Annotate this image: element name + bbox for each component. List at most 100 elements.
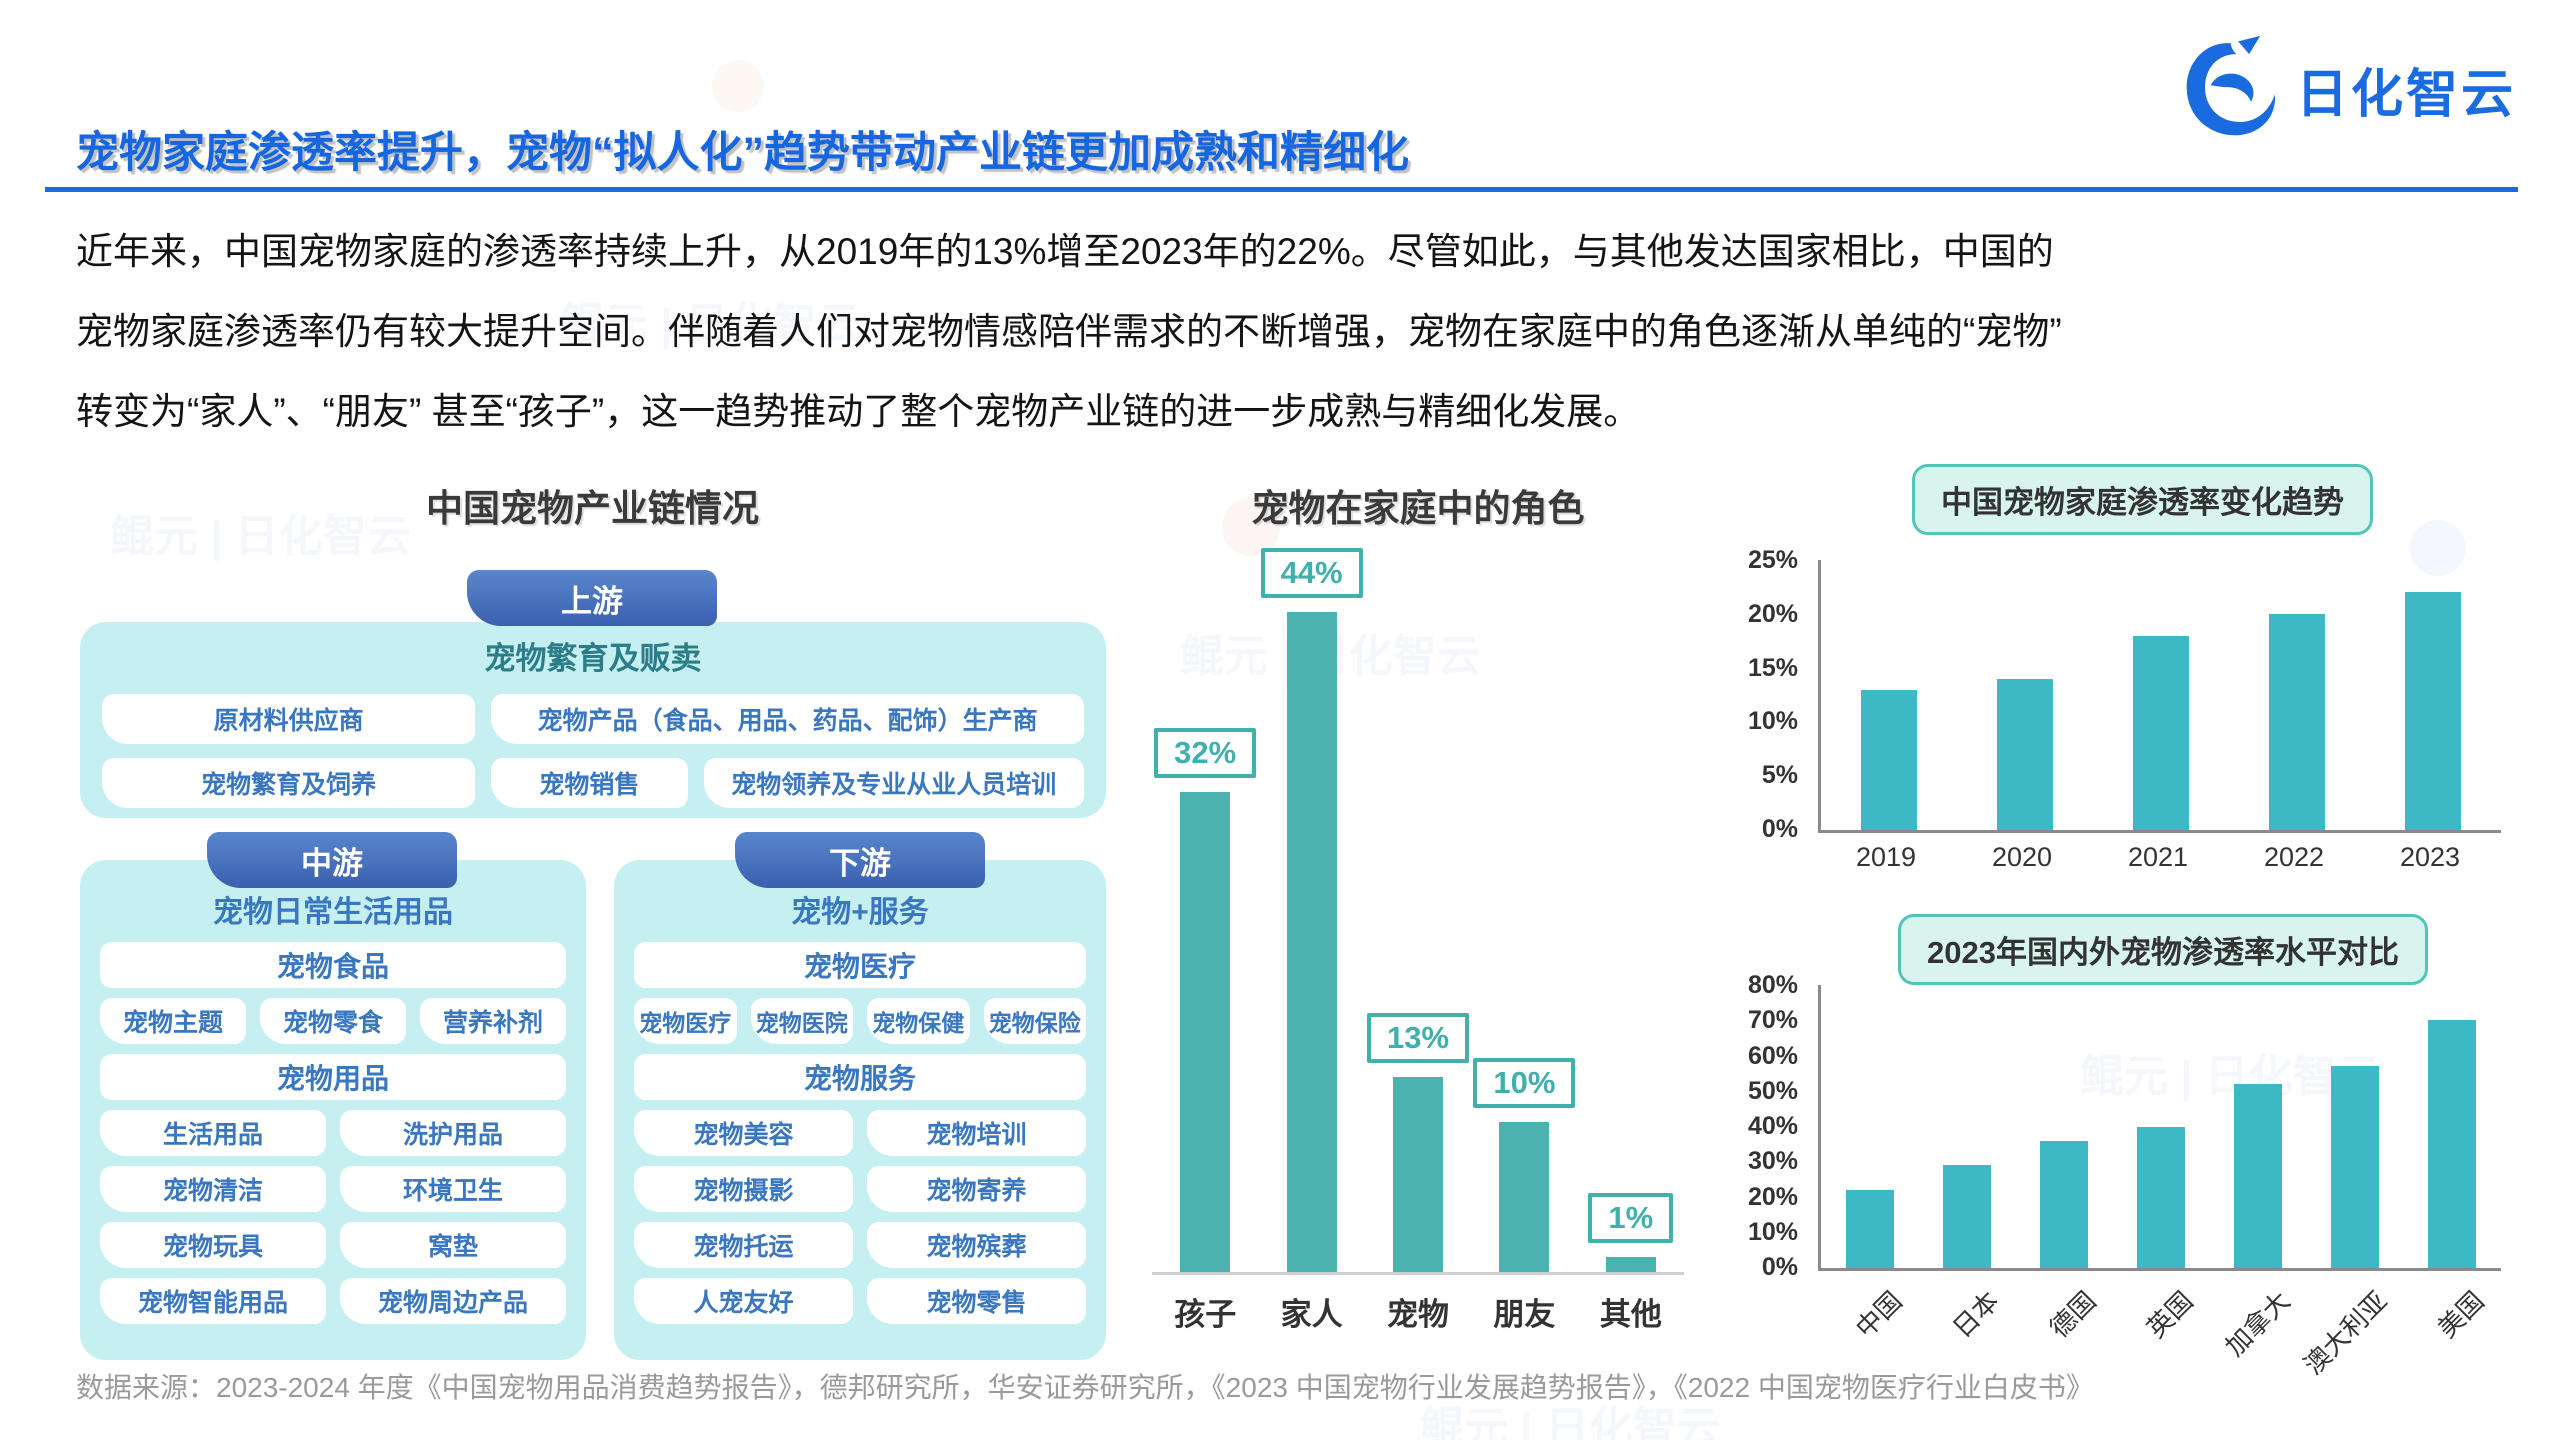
watermark-ball (2410, 520, 2466, 576)
bar (1286, 612, 1337, 1272)
category-label: 孩子 (1174, 1297, 1237, 1332)
category-label: 2020 (1991, 842, 2053, 872)
chain-pill: 宠物产品（食品、用品、药品、配饰）生产商 (491, 694, 1084, 744)
midstream-row: 宠物玩具 窝垫 (100, 1222, 566, 1268)
bar-slot: 1% (1578, 1193, 1684, 1272)
bar-slot: 44% (1258, 548, 1364, 1272)
bar (1861, 689, 1917, 830)
chain-pill: 宠物领养及专业从业人员培训 (703, 758, 1084, 808)
category-label: 2019 (1855, 842, 1917, 872)
chain-pill: 宠物医疗 (634, 998, 737, 1044)
chain-category-bar: 宠物食品 (100, 942, 566, 988)
trend-chart-categories: 2019 2020 2021 2022 2023 (1818, 842, 2498, 873)
axis-tick-label: 20% (1747, 599, 1798, 628)
chain-pill: 生活用品 (100, 1110, 326, 1156)
bar (2039, 1140, 2088, 1268)
chain-category-bar: 宠物医疗 (634, 942, 1086, 988)
category-label: 宠物 (1387, 1297, 1450, 1332)
role-chart-plot: 32% 44% 13% 10% 1% (1152, 548, 1684, 1275)
role-chart-title: 宠物在家庭中的角色 (1251, 488, 1585, 529)
bar (2133, 635, 2189, 830)
bar (2234, 1084, 2283, 1268)
category-label: 英国 (2140, 1285, 2199, 1344)
axis-tick-label: 0% (1761, 1253, 1798, 1281)
chain-category-bar: 宠物服务 (634, 1054, 1086, 1100)
upstream-panel: 宠物繁育及贩卖 原材料供应商 宠物产品（食品、用品、药品、配饰）生产商 宠物繁育… (80, 622, 1106, 818)
chain-pill: 窝垫 (340, 1222, 566, 1268)
axis-tick-label: 0% (1761, 814, 1798, 843)
downstream-tab: 下游 (735, 832, 985, 888)
title-underline (45, 187, 2518, 192)
comparison-chart-categories: 中国 日本 德国 英国 加拿大 澳大利亚 美国 (1818, 1280, 2498, 1381)
chain-pill: 环境卫生 (340, 1166, 566, 1212)
bar (1997, 678, 2053, 830)
axis-tick-label: 30% (1747, 1147, 1798, 1176)
axis-tick-label: 25% (1747, 546, 1798, 574)
bar (2428, 1020, 2477, 1268)
category-label: 澳大利亚 (2298, 1285, 2394, 1381)
chain-pill: 宠物托运 (634, 1222, 853, 1268)
axis-tick-label: 70% (1747, 1006, 1798, 1035)
chain-pill: 宠物主题 (100, 998, 246, 1044)
chain-pill: 宠物美容 (634, 1110, 853, 1156)
bar (1605, 1257, 1656, 1272)
intro-line: 宠物家庭渗透率仍有较大提升空间。伴随着人们对宠物情感陪伴需求的不断增强，宠物在家… (76, 311, 2062, 352)
page-title: 宠物家庭渗透率提升，宠物“拟人化”趋势带动产业链更加成熟和精细化 (76, 129, 1409, 177)
category-slot: 英国 (2109, 1280, 2206, 1375)
category-label: 美国 (2432, 1285, 2491, 1344)
downstream-header: 宠物+服务 (791, 896, 929, 929)
chain-pill: 宠物殡葬 (867, 1222, 1086, 1268)
chain-pill: 宠物寄养 (867, 1166, 1086, 1212)
midstream-row: 宠物主题 宠物零食 营养补剂 (100, 998, 566, 1044)
upstream-tab: 上游 (467, 570, 717, 626)
midstream-panel: 宠物日常生活用品 宠物食品 宠物主题 宠物零食 营养补剂 宠物用品 生活用品 洗… (80, 860, 586, 1360)
chain-pill: 人宠友好 (634, 1278, 853, 1324)
category-slot: 加拿大 (2207, 1280, 2304, 1375)
bar (1180, 792, 1231, 1272)
bar (1393, 1077, 1444, 1272)
axis-tick-label: 15% (1747, 653, 1798, 682)
category-slot: 澳大利亚 (2298, 1280, 2401, 1381)
upstream-row: 原材料供应商 宠物产品（食品、用品、药品、配饰）生产商 (102, 694, 1084, 744)
downstream-row: 人宠友好 宠物零售 (634, 1278, 1086, 1324)
category-slot: 美国 (2401, 1280, 2498, 1375)
data-label: 32% (1154, 728, 1257, 778)
intro-line: 转变为“家人”、“朋友” 甚至“孩子”，这一趋势推动了整个宠物产业链的进一步成熟… (76, 391, 1641, 432)
midstream-tab: 中游 (207, 832, 457, 888)
bar-slot: 10% (1471, 1058, 1577, 1272)
chain-category-bar: 宠物用品 (100, 1054, 566, 1100)
category-slot: 中国 (1818, 1280, 1915, 1375)
upstream-row: 宠物繁育及饲养 宠物销售 宠物领养及专业从业人员培训 (102, 758, 1084, 808)
brand-logo: 日化智云 (2174, 34, 2516, 144)
category-label: 德国 (2043, 1285, 2102, 1344)
axis-tick-label: 5% (1761, 761, 1798, 790)
downstream-panel: 宠物+服务 宠物医疗 宠物医疗 宠物医院 宠物保健 宠物保险 宠物服务 宠物美容… (614, 860, 1106, 1360)
chain-pill: 宠物周边产品 (340, 1278, 566, 1324)
chain-pill: 宠物保险 (983, 998, 1086, 1044)
comparison-chart-plot (1818, 985, 2501, 1271)
category-label: 2022 (2263, 842, 2325, 872)
chain-pill: 宠物零食 (260, 998, 406, 1044)
category-label: 朋友 (1493, 1297, 1556, 1332)
downstream-row: 宠物托运 宠物殡葬 (634, 1222, 1086, 1268)
trend-chart-plot (1818, 560, 2501, 833)
axis-tick-label: 10% (1747, 707, 1798, 736)
bar-slot: 32% (1152, 728, 1258, 1272)
bar (2136, 1126, 2185, 1268)
comparison-chart-y-axis: 80% 70% 60% 50% 40% 30% 20% 10% 0% (1712, 971, 1798, 1282)
category-slot: 德国 (2012, 1280, 2109, 1375)
data-label: 1% (1588, 1193, 1674, 1243)
category-label: 中国 (1849, 1285, 1908, 1344)
role-bar-chart: 32% 44% 13% 10% 1% 孩子 家人 宠物 朋友 其他 (1152, 548, 1684, 1334)
bar (2269, 614, 2325, 830)
downstream-row: 宠物摄影 宠物寄养 (634, 1166, 1086, 1212)
axis-tick-label: 40% (1747, 1112, 1798, 1140)
chain-pill: 营养补剂 (420, 998, 566, 1044)
watermark: 鲲元 | 日化智云 (110, 512, 411, 561)
intro-paragraph: 近年来，中国宠物家庭的渗透率持续上升，从2019年的13%增至2023年的22%… (76, 212, 2506, 452)
midstream-row: 宠物清洁 环境卫生 (100, 1166, 566, 1212)
category-slot: 日本 (1915, 1280, 2012, 1375)
chain-pill: 宠物繁育及饲养 (102, 758, 476, 808)
midstream-row: 生活用品 洗护用品 (100, 1110, 566, 1156)
